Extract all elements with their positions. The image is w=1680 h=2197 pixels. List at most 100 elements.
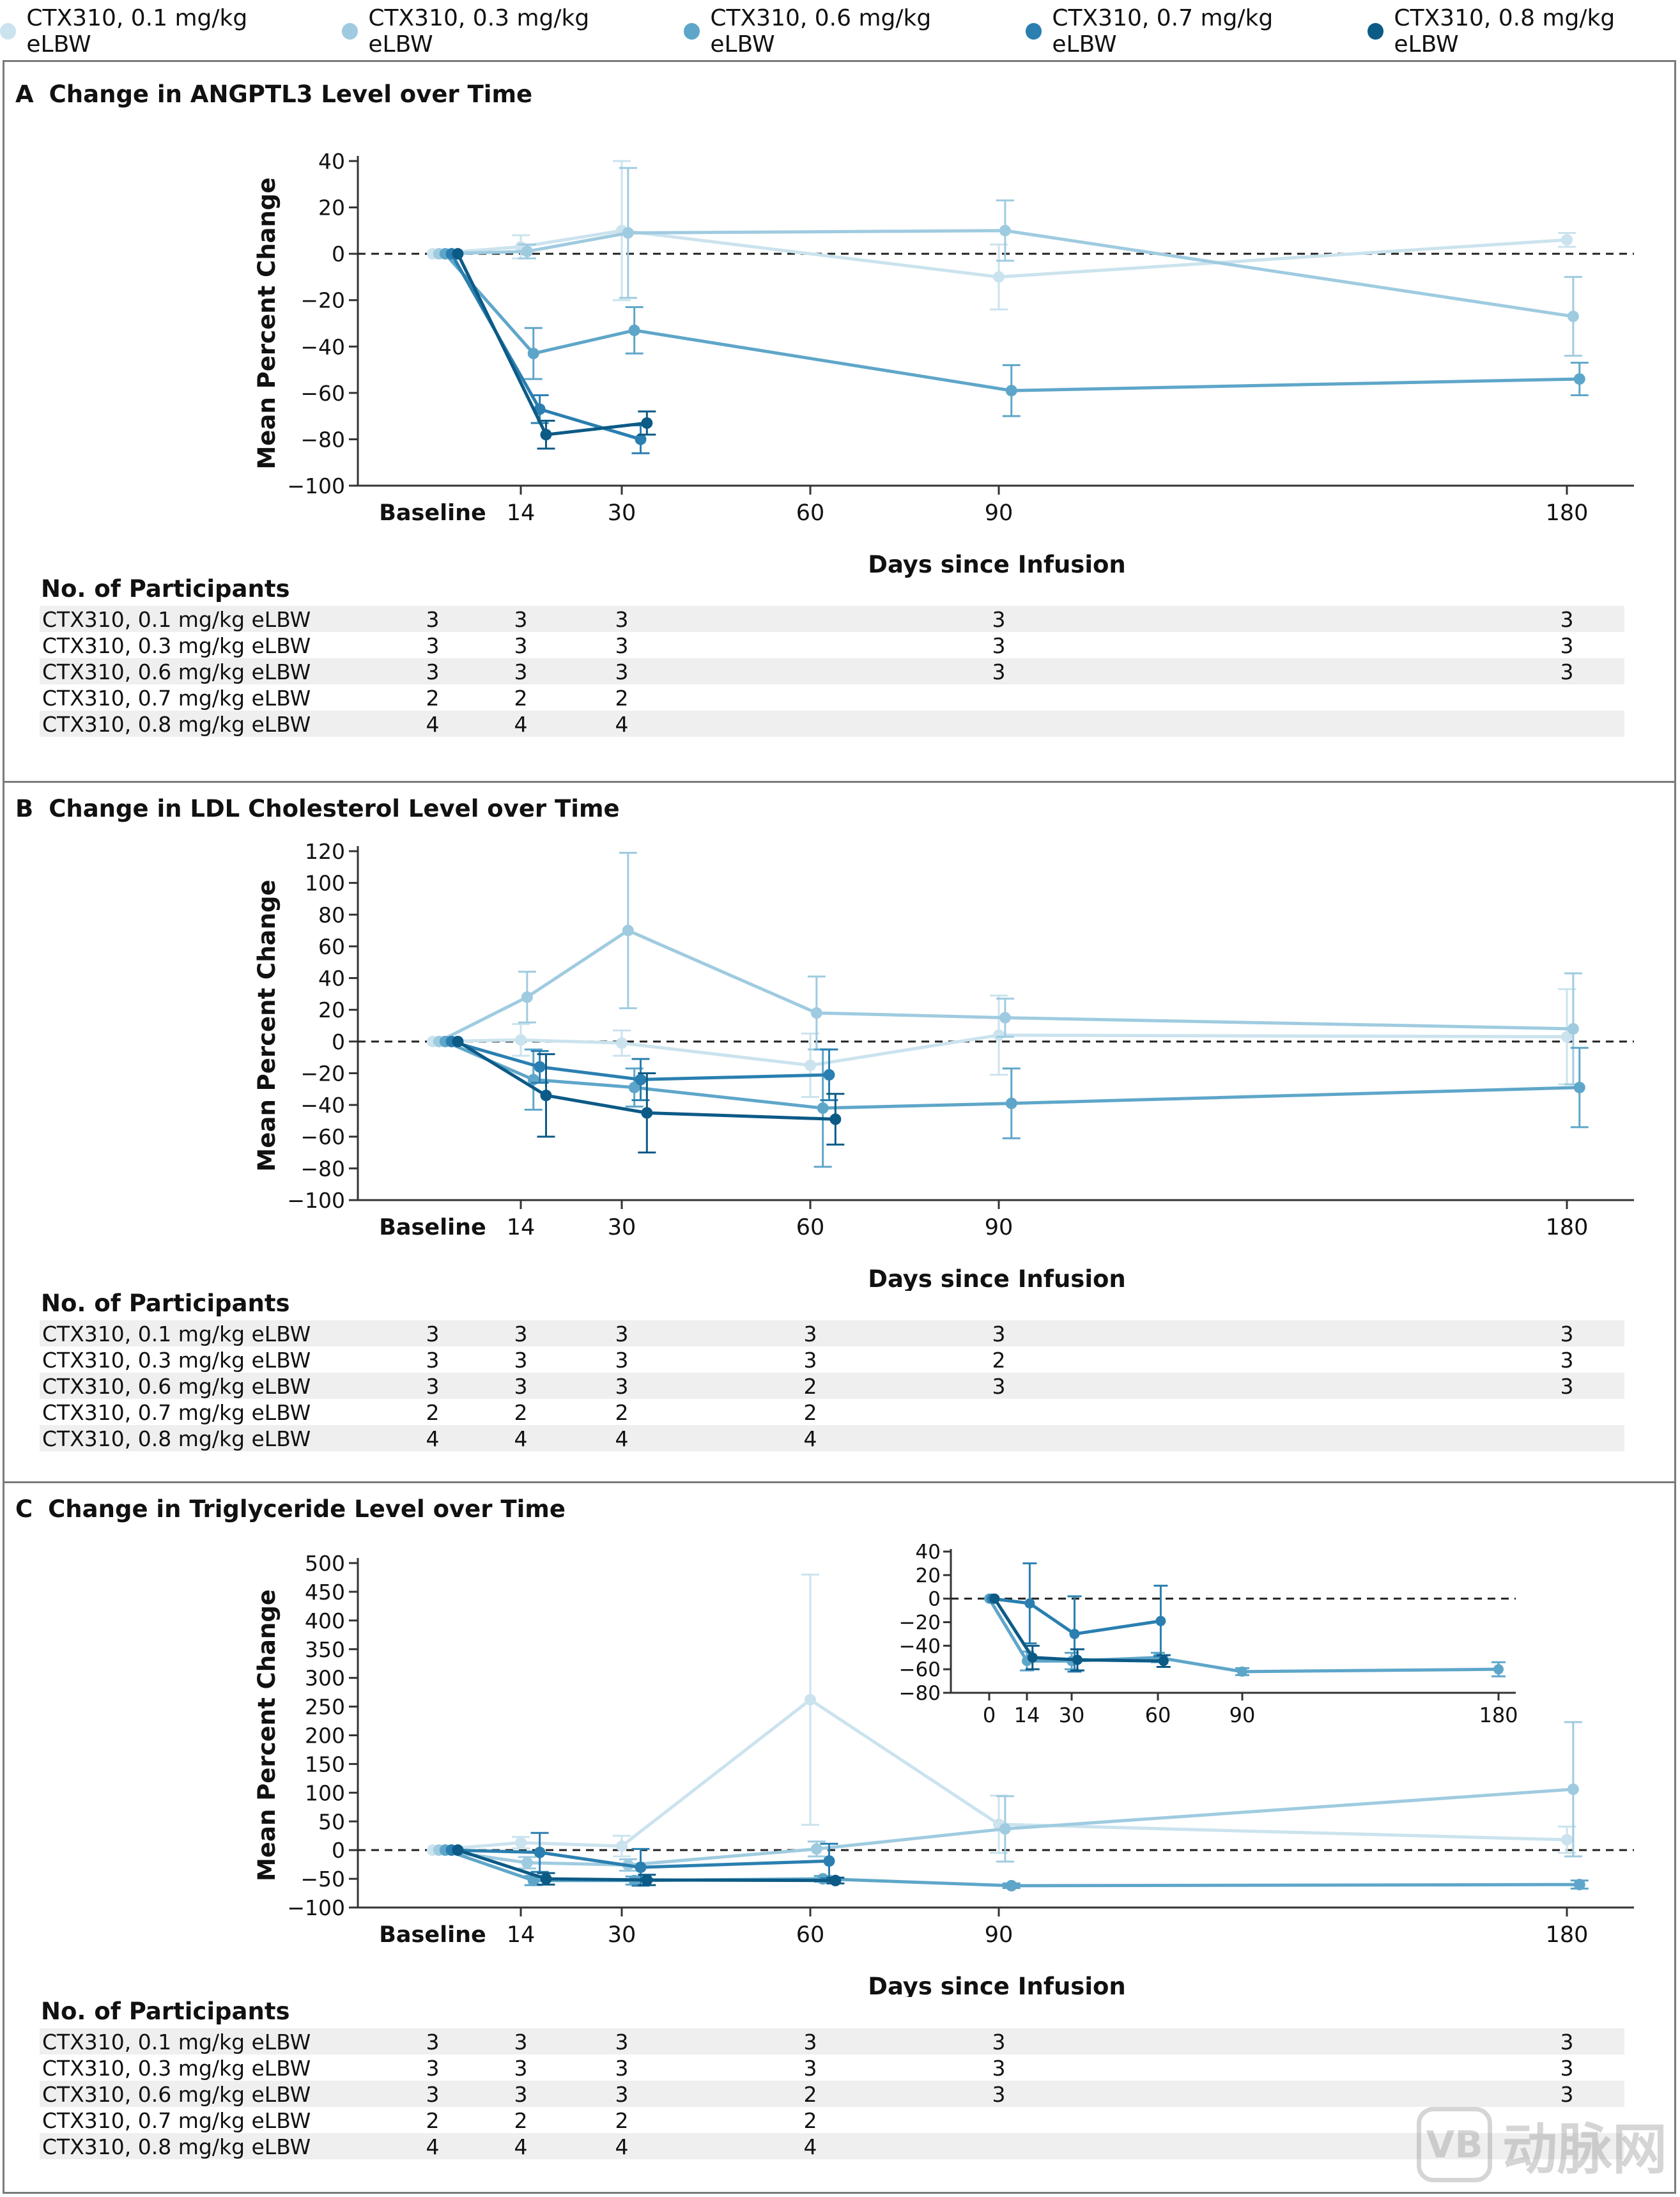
participants-count: 3 [514,1348,528,1373]
participants-count: 4 [514,2134,528,2159]
data-point [1561,234,1573,246]
participants-count: 3 [1560,1322,1574,1346]
x-tick-label: 180 [1546,1215,1589,1240]
participants-count: 3 [426,1348,440,1373]
data-point [616,1037,628,1049]
y-tick-label: 120 [305,839,345,864]
participants-count: 3 [1560,1374,1574,1399]
legend-item-0-3: CTX310, 0.3 mg/kg eLBW [342,5,654,58]
series-ctx310-0-6-mg-kg-elbw [439,1844,1589,1892]
data-point [622,925,634,937]
inset-x-tick-label: 180 [1479,1703,1518,1727]
data-point [452,1035,464,1047]
x-axis-title: Days since Infusion [868,1265,1126,1291]
series-ctx310-0-7-mg-kg-elbw [445,1831,838,1887]
data-point [1573,373,1585,385]
series-line [457,1040,836,1121]
data-point [534,403,546,415]
panel-letter: B [15,795,34,822]
legend-item-0-6: CTX310, 0.6 mg/kg eLBW [684,5,996,58]
data-point [1024,1598,1035,1609]
participants-row: CTX310, 0.1 mg/kg eLBW 3 3 3 3 3 3 [40,2028,1624,2054]
x-tick-label: 14 [507,500,536,526]
legend: CTX310, 0.1 mg/kg eLBW CTX310, 0.3 mg/kg… [0,5,1680,58]
participants-count: 3 [803,1322,817,1346]
y-tick-label: 20 [318,998,345,1022]
panel-title-text: Change in ANGPTL3 Level over Time [49,81,533,108]
data-point [1561,1833,1573,1846]
participants-count: 3 [426,1322,440,1346]
data-point [641,1874,653,1886]
inset-y-tick-label: −60 [899,1658,941,1681]
participants-count: 3 [1560,2082,1574,2107]
x-tick-label: 30 [608,500,636,526]
participants-count: 3 [615,659,629,684]
y-tick-label: −20 [300,288,345,313]
series-line [991,1597,1161,1636]
y-tick-label: 40 [318,149,345,174]
y-tick-label: −80 [300,1156,345,1181]
participants-count: 3 [514,2030,528,2054]
x-tick-label: 14 [507,1215,536,1240]
inset-x-tick-label: 60 [1145,1703,1171,1727]
y-tick-label: 100 [305,871,345,896]
y-tick-label: 350 [305,1637,345,1662]
participants-count: 3 [1560,1348,1574,1373]
participants-count: 3 [514,633,528,658]
y-tick-label: −80 [300,427,345,452]
series-ctx310-0-6-mg-kg-elbw [439,1035,1589,1168]
participants-count: 3 [803,1348,817,1373]
participants-count: 3 [426,2082,440,2107]
data-point [641,1107,653,1119]
data-point [810,1843,822,1855]
data-point [452,1844,464,1856]
panel-letter: A [15,81,34,108]
participants-count: 4 [803,1426,817,1451]
participants-count: 3 [1560,2030,1574,2054]
chart-a: 40 20 0 −20 −40 −60 −80 −100 Baseline 14 30 60 90 180… [253,149,1634,578]
participants-row: CTX310, 0.6 mg/kg eLBW 3 3 3 2 3 3 [40,2081,1624,2107]
participants-row-label: CTX310, 0.7 mg/kg eLBW [42,686,311,711]
y-axis-title: Mean Percent Change [253,880,281,1172]
chart-c: 500450400350300250200150100500−50−100Bas… [253,1541,1634,1997]
participants-count: 2 [615,686,629,711]
x-tick-label: Baseline [379,500,486,526]
participants-count: 3 [514,1322,528,1346]
data-point [1573,1081,1585,1093]
participants-count: 3 [992,607,1006,632]
participants-count: 3 [426,659,440,684]
participants-count: 3 [615,2030,629,2054]
participants-count: 4 [426,2134,440,2159]
legend-swatch [684,23,700,40]
legend-item-0-1: CTX310, 0.1 mg/kg eLBW [0,5,312,58]
legend-label: CTX310, 0.6 mg/kg eLBW [710,5,932,58]
series-ctx310-0-8-mg-kg-elbw [452,1844,845,1886]
series-ctx310-0-3-mg-kg-elbw [433,167,1582,357]
data-point [817,1102,829,1114]
data-point [829,1113,842,1125]
participants-count: 3 [514,2082,528,2107]
y-tick-label: 250 [305,1695,345,1720]
data-point [515,1034,527,1046]
participants-row: CTX310, 0.3 mg/kg eLBW 3 3 3 3 3 3 [40,2054,1624,2081]
participants-row-label: CTX310, 0.1 mg/kg eLBW [42,1322,311,1346]
participants-row: CTX310, 0.6 mg/kg eLBW 3 3 3 3 3 [40,658,1624,684]
participants-row: CTX310, 0.7 mg/kg eLBW 2 2 2 [40,684,1624,711]
participants-row: CTX310, 0.8 mg/kg eLBW 4 4 4 4 [40,2133,1624,2159]
series-line [444,1040,1580,1110]
inset-y-tick-label: 0 [928,1588,941,1611]
inset-x-tick-label: 0 [983,1703,996,1727]
y-axis-title: Mean Percent Change [253,178,281,470]
data-point [540,429,552,441]
watermark-text: 动脉网 [1502,2118,1667,2182]
data-point [616,1840,628,1852]
series-ctx310-0-6-mg-kg-elbw [439,248,1589,417]
participants-row: CTX310, 0.7 mg/kg eLBW 2 2 2 2 [40,1399,1624,1425]
data-point [534,1061,546,1073]
data-point [1573,1879,1585,1891]
data-point [823,1855,835,1867]
participants-row-label: CTX310, 0.3 mg/kg eLBW [42,633,311,658]
participants-row-label: CTX310, 0.1 mg/kg eLBW [42,2030,311,2054]
participants-count: 3 [514,607,528,632]
